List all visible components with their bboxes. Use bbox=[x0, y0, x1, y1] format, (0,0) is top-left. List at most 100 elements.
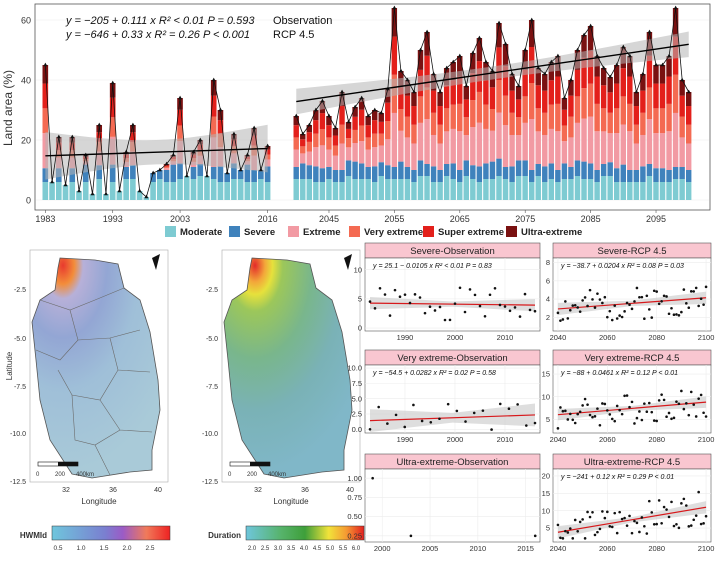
rcp-bar-segment bbox=[679, 80, 685, 96]
rcp-bar-segment bbox=[587, 116, 594, 164]
panel-point bbox=[413, 293, 417, 296]
rcp-bar-segment bbox=[371, 166, 378, 182]
rcp-bar-segment bbox=[306, 132, 313, 142]
rcp-bar-segment bbox=[685, 92, 692, 107]
rcp-bar-segment bbox=[653, 108, 659, 134]
rcp-point bbox=[497, 20, 502, 25]
rcp-bar-segment bbox=[594, 103, 600, 132]
rcp-bar-segment bbox=[411, 143, 417, 170]
rcp-bar-segment bbox=[319, 168, 326, 182]
observation-bar-segment bbox=[231, 163, 237, 179]
panel-point bbox=[578, 410, 582, 414]
rcp-bar-segment bbox=[483, 128, 489, 164]
observation-bar-segment bbox=[130, 179, 136, 200]
rcp-bar-segment bbox=[600, 131, 607, 164]
panel-point bbox=[591, 510, 594, 514]
observation-point bbox=[258, 167, 263, 172]
rcp-bar-segment bbox=[614, 65, 620, 84]
panel-point bbox=[601, 301, 604, 305]
rcp-bar-segment bbox=[483, 179, 489, 200]
observation-bar-segment bbox=[237, 179, 244, 200]
hwmid-region-borders bbox=[35, 287, 153, 476]
panel-point bbox=[628, 514, 631, 518]
panel-point bbox=[672, 524, 676, 528]
rcp-bar-segment bbox=[620, 68, 626, 97]
panel-x-tick: 2060 bbox=[599, 544, 616, 553]
panel-point bbox=[593, 415, 597, 418]
main-x-tick-1983: 1983 bbox=[35, 214, 55, 224]
rcp-bar-segment bbox=[587, 50, 594, 84]
rcp-bar-segment bbox=[515, 117, 522, 136]
panel-point bbox=[571, 304, 575, 307]
panel-y-tick: 2.5 bbox=[352, 410, 362, 419]
observation-bar-segment bbox=[258, 170, 264, 179]
rcp-bar-segment bbox=[411, 182, 417, 200]
rcp-bar-segment bbox=[659, 83, 666, 109]
rcp-bar-segment bbox=[470, 73, 476, 101]
rcp-bar-segment bbox=[450, 179, 456, 200]
legend-label-1: Severe bbox=[244, 227, 275, 238]
rcp-bar-segment bbox=[581, 57, 587, 89]
rcp-bar-segment bbox=[430, 90, 437, 113]
panel-point bbox=[618, 314, 621, 317]
panel-point bbox=[559, 406, 562, 409]
svg-text:5.5: 5.5 bbox=[339, 546, 348, 552]
legend-swatch-2 bbox=[288, 226, 299, 237]
observation-bar-segment bbox=[89, 194, 96, 200]
rcp-bar-segment bbox=[646, 164, 653, 176]
panel-point bbox=[603, 516, 607, 520]
panel-x-tick: 1990 bbox=[397, 435, 414, 444]
observation-bar-segment bbox=[264, 182, 271, 200]
rcp-bar-segment bbox=[313, 110, 319, 121]
svg-text:2.0: 2.0 bbox=[248, 546, 257, 552]
rcp-trend-line bbox=[296, 43, 689, 103]
observation-point bbox=[225, 170, 230, 175]
rcp-point bbox=[654, 62, 659, 67]
rcp-bar-segment bbox=[614, 83, 620, 109]
panel-point bbox=[601, 402, 604, 405]
rcp-bar-segment bbox=[339, 170, 345, 182]
observation-bar-segment bbox=[109, 182, 116, 200]
observation-bar-segment bbox=[244, 164, 251, 182]
rcp-point bbox=[595, 53, 600, 58]
panel-point bbox=[503, 305, 507, 308]
panel-point bbox=[423, 311, 427, 315]
rcp-point bbox=[503, 41, 508, 46]
panel-point bbox=[647, 308, 651, 311]
rcp-point bbox=[451, 59, 456, 64]
rcp-bar-segment bbox=[345, 128, 352, 139]
rcp-bar-segment bbox=[496, 79, 502, 113]
panel-x-tick: 2015 bbox=[517, 544, 534, 553]
main-chart: 0 20 40 60 1983 1993 2003 2016 2045 2055 2065 2075 2… bbox=[1, 3, 711, 224]
rcp-bar-segment bbox=[345, 147, 352, 161]
duration-lat-ticks: -2.5 -5.0 -7.5 -10.0 -12.5 bbox=[202, 287, 218, 486]
rcp-point bbox=[588, 23, 593, 28]
rcp-bar-segment bbox=[646, 55, 653, 88]
rcp-bar-segment bbox=[528, 119, 535, 170]
panel-point bbox=[490, 428, 493, 431]
rcp-bar-segment bbox=[515, 135, 522, 161]
hwmid-longitude-label: Longitude bbox=[81, 497, 117, 506]
rcp-bar-segment bbox=[633, 106, 640, 125]
rcp-bar-segment bbox=[352, 116, 358, 130]
rcp-bar-segment bbox=[463, 86, 470, 100]
rcp-bar-segment bbox=[424, 87, 430, 120]
main-x-tick-2045: 2045 bbox=[319, 214, 339, 224]
panel-point bbox=[692, 518, 696, 522]
rcp-point bbox=[294, 113, 299, 118]
rcp-bar-segment bbox=[522, 176, 528, 200]
panel-title: Ultra-extreme-RCP 4.5 bbox=[584, 457, 680, 468]
panel-equation: y = −241 + 0.12 x R² = 0.29 P < 0.01 bbox=[560, 474, 674, 481]
observation-bar-segment bbox=[210, 179, 217, 200]
panel-y-tick: 0 bbox=[358, 324, 362, 333]
observation-bar-segment bbox=[123, 167, 129, 179]
rcp-bar-segment bbox=[450, 80, 456, 105]
panel-point bbox=[680, 389, 683, 393]
observation-bar-segment bbox=[177, 98, 183, 110]
panel-point bbox=[458, 286, 462, 290]
panel-point bbox=[586, 510, 589, 514]
rcp-bar-segment bbox=[424, 176, 430, 200]
panel-point bbox=[508, 309, 512, 313]
observation-bar-segment bbox=[170, 164, 177, 182]
